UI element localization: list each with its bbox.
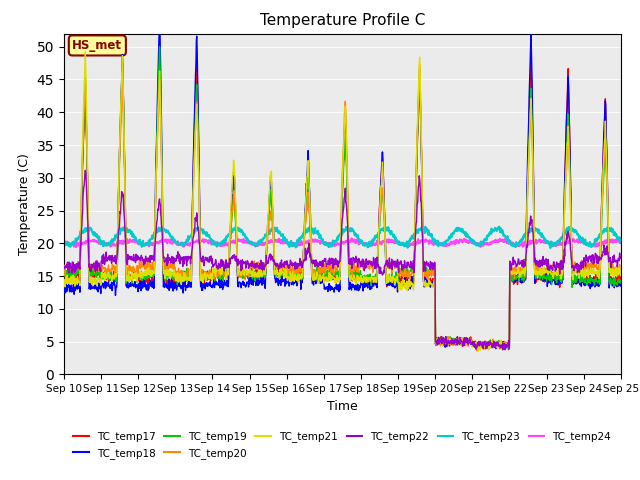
X-axis label: Time: Time: [327, 400, 358, 413]
Text: HS_met: HS_met: [72, 39, 122, 52]
Legend: TC_temp17, TC_temp18, TC_temp19, TC_temp20, TC_temp21, TC_temp22, TC_temp23, TC_: TC_temp17, TC_temp18, TC_temp19, TC_temp…: [69, 427, 616, 463]
Y-axis label: Temperature (C): Temperature (C): [18, 153, 31, 255]
Title: Temperature Profile C: Temperature Profile C: [260, 13, 425, 28]
